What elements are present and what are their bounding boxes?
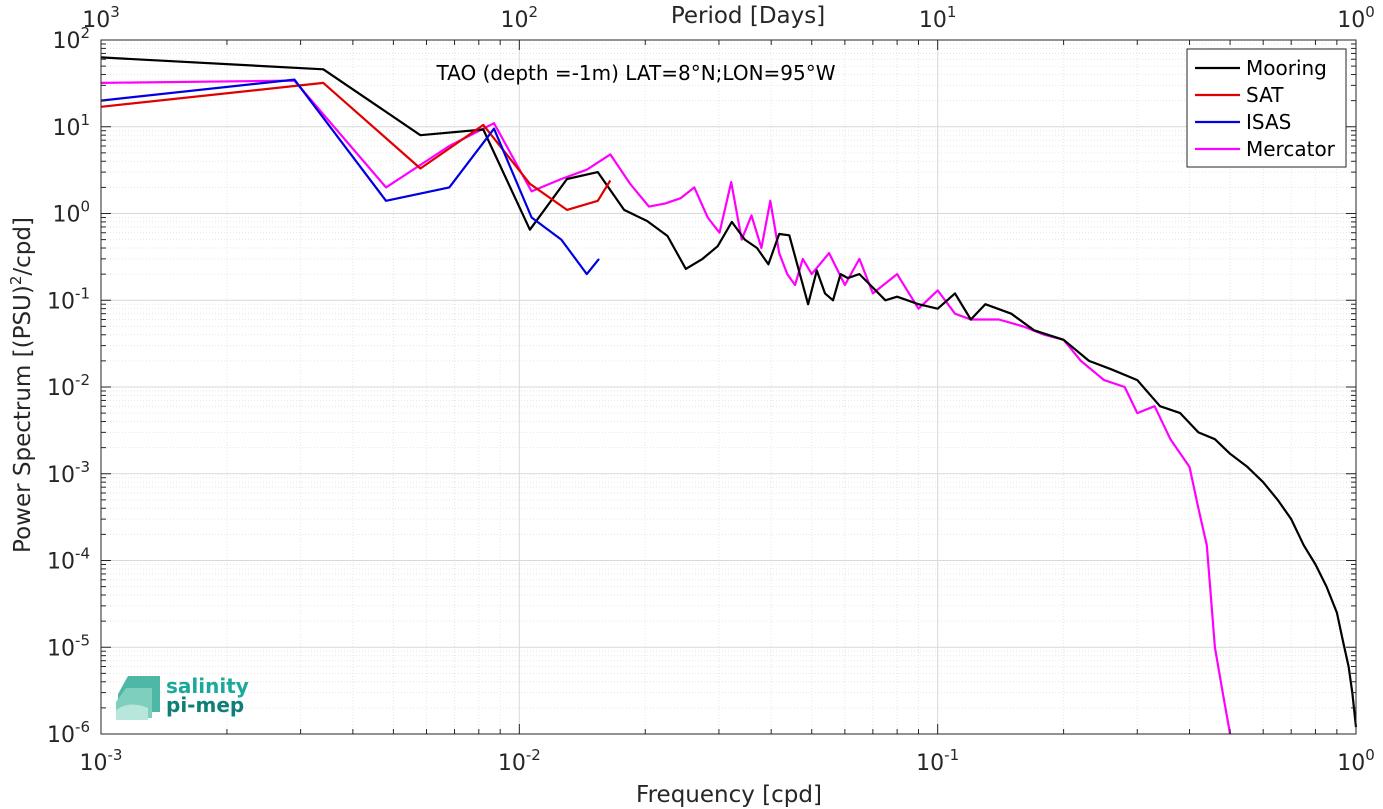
y-tick-label: 100 (52, 198, 90, 228)
x-tick-label: 10-3 (80, 746, 123, 776)
top-axis-label: Period [Days] (671, 3, 825, 29)
series-lines (100, 56, 1358, 735)
top-tick-label: 102 (501, 3, 539, 33)
x-tick-label: 10-1 (916, 746, 959, 776)
legend: Mooring SAT ISAS Mercator (1186, 48, 1347, 168)
top-tick-label: 101 (919, 3, 957, 33)
legend-label-mooring: Mooring (1246, 56, 1327, 80)
legend-label-sat: SAT (1246, 83, 1284, 107)
logo-mark-front (116, 704, 148, 720)
y-tick-label: 10-5 (47, 631, 90, 661)
legend-label-mercator: Mercator (1246, 137, 1336, 161)
y-tick-label: 10-4 (47, 545, 90, 575)
top-tick-label: 103 (82, 3, 120, 33)
y-tick-label: 102 (52, 24, 90, 54)
series-line-sat (100, 81, 612, 211)
series-line-mooring (100, 56, 1358, 728)
axis-ticks (100, 40, 1356, 735)
top-tick-label: 100 (1337, 3, 1375, 33)
series-line-mercator (100, 79, 1232, 735)
y-tick-label: 10-1 (47, 284, 90, 314)
grid (101, 40, 1356, 734)
logo-text-salinity: salinity (166, 674, 249, 698)
chart-title: TAO (depth =-1m) LAT=8°N;LON=95°W (435, 61, 835, 85)
y-tick-label: 10-2 (47, 371, 90, 401)
salinity-pi-mep-logo: salinity pi-mep (116, 674, 249, 720)
x-axis-label: Frequency [cpd] (636, 782, 822, 808)
y-tick-label: 101 (52, 111, 90, 141)
legend-label-isas: ISAS (1246, 110, 1291, 134)
y-axis-label: Power Spectrum [(PSU)2/cpd] (7, 217, 36, 553)
y-tick-label: 10-6 (47, 718, 90, 748)
x-tick-label: 100 (1337, 746, 1375, 776)
series-line-isas (100, 78, 600, 276)
logo-text-pi-mep: pi-mep (166, 693, 244, 717)
x-tick-label: 10-2 (498, 746, 541, 776)
y-tick-label: 10-3 (47, 458, 90, 488)
